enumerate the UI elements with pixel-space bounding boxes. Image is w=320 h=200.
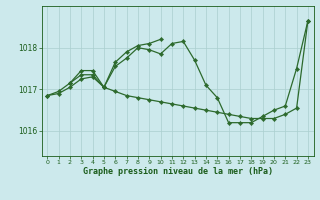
X-axis label: Graphe pression niveau de la mer (hPa): Graphe pression niveau de la mer (hPa): [83, 167, 273, 176]
